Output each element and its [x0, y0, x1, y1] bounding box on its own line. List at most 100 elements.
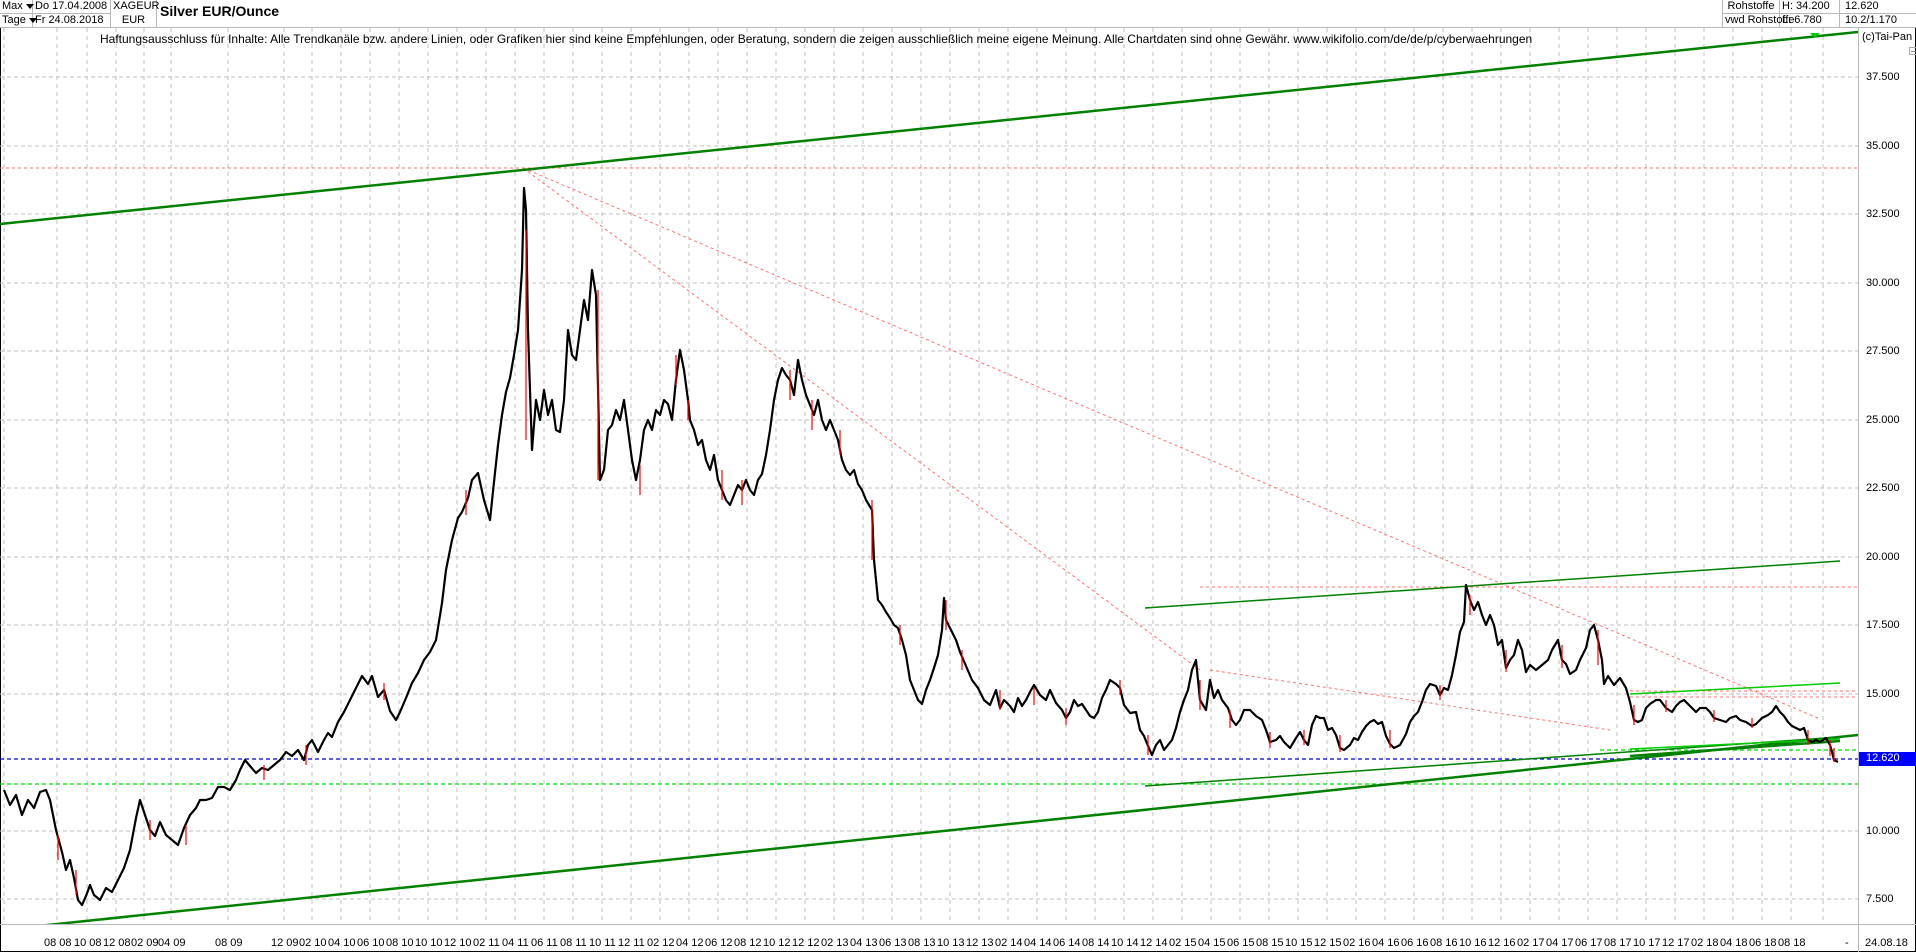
x-tick-label: 12 08: [103, 937, 131, 949]
x-tick-label: 10 08: [74, 937, 102, 949]
symbol: XAGEUR: [113, 0, 160, 12]
y-tick-label: 20.000: [1866, 551, 1900, 563]
y-tick-label: 37.500: [1866, 71, 1900, 83]
x-tick-label: 04 16: [1372, 937, 1400, 949]
x-tick-label: 08 09: [215, 937, 243, 949]
x-tick-label: 04 10: [328, 937, 356, 949]
price-chart[interactable]: [0, 28, 1858, 924]
date-from[interactable]: Do 17.04.2008: [33, 0, 110, 14]
x-tick-label: 02 16: [1343, 937, 1371, 949]
x-tick-label: 02 10: [299, 937, 327, 949]
price-series: [2, 186, 1839, 907]
source: vwd Rohstoffe: [1725, 14, 1795, 26]
category: Rohstoffe: [1723, 0, 1779, 14]
y-tick-label: 30.000: [1866, 277, 1900, 289]
y-tick-label: 35.000: [1866, 140, 1900, 152]
x-tick-label: 08 17: [1604, 937, 1632, 949]
x-tick-label: 10 11: [589, 937, 616, 949]
x-tick-label: 10 10: [415, 937, 443, 949]
x-tick-label: 12 11: [618, 937, 645, 949]
high-low-box: H: 34.200 L: 6.780: [1780, 0, 1840, 28]
x-tick-label: 02 11: [473, 937, 500, 949]
x-tick-label: 08 13: [908, 937, 936, 949]
chart-header: Max Tage Do 17.04.2008 Fr 24.08.2018 XAG…: [0, 0, 1916, 28]
range-select-value: Max: [2, 0, 23, 12]
downtrend-line-2015: [1209, 669, 1611, 731]
upper-channel-2014-line: [1144, 560, 1841, 609]
x-tick-label: 12 17: [1662, 937, 1690, 949]
x-tick-label: 04 14: [1024, 937, 1052, 949]
chart-title: Silver EUR/Ounce: [160, 3, 280, 19]
x-tick-label: 12 12: [792, 937, 820, 949]
downtrend-line-steep: [522, 167, 1201, 671]
upper-channel-line: [0, 30, 1858, 226]
x-tick-label: 02 18: [1691, 937, 1719, 949]
grid-vertical: [3, 28, 1824, 924]
downtrend-line-long: [522, 167, 1821, 720]
y-tick-label: 7.500: [1866, 893, 1894, 905]
x-tick-label: 04 09: [158, 937, 186, 949]
x-tick-label: 12 14: [1140, 937, 1168, 949]
channel-2017-bottom-line: [1629, 738, 1841, 750]
x-tick-label: 06 17: [1575, 937, 1603, 949]
x-tick-label: 08 08: [44, 937, 72, 949]
x-tick-label: 04 18: [1720, 937, 1748, 949]
y-tick-label: 17.500: [1866, 619, 1900, 631]
x-tick-label: 10 14: [1111, 937, 1139, 949]
x-tick-label: 04 15: [1198, 937, 1226, 949]
x-tick-label: 06 10: [357, 937, 385, 949]
currency: EUR: [121, 14, 146, 26]
date-range[interactable]: Do 17.04.2008 Fr 24.08.2018: [33, 0, 111, 28]
x-tick-label: 10 12: [763, 937, 791, 949]
x-tick-label: 10 15: [1285, 937, 1313, 949]
date-to[interactable]: Fr 24.08.2018: [35, 14, 104, 26]
low-value: L: 6.780: [1782, 14, 1822, 26]
x-tick-label: 02 12: [647, 937, 675, 949]
x-axis[interactable]: 08 08 10 08 12 08 02 09 04 09 08 09 12 0…: [0, 924, 1916, 952]
x-tick-label: 08 16: [1430, 937, 1458, 949]
range-select[interactable]: Max: [0, 0, 34, 14]
y-tick-label: 32.500: [1866, 208, 1900, 220]
y-tick-label: 10.000: [1866, 825, 1900, 837]
x-tick-label: 12 13: [966, 937, 994, 949]
x-tick-label: 04 11: [502, 937, 529, 949]
last-value: 12.620: [1840, 0, 1916, 14]
grid-horizontal: [0, 76, 1858, 900]
x-tick-label: 04 12: [676, 937, 704, 949]
x-tick-label: 08 14: [1082, 937, 1110, 949]
x-tick-label: 02 15: [1169, 937, 1197, 949]
chevron-down-icon: [25, 3, 34, 9]
x-tick-label: 12 16: [1488, 937, 1516, 949]
x-tick-label: 02 09: [131, 937, 159, 949]
x-tick-label: 04 17: [1546, 937, 1574, 949]
x-tick-label: 08 15: [1256, 937, 1284, 949]
x-axis-dash: -: [1845, 937, 1849, 949]
interval-select-value: Tage: [2, 14, 26, 26]
interval-select[interactable]: Tage: [0, 14, 37, 28]
collapse-icon[interactable]: [1909, 47, 1916, 55]
symbol-box: XAGEUR EUR: [111, 0, 160, 28]
y-tick-label: 27.500: [1866, 345, 1900, 357]
high-value: H: 34.200: [1780, 0, 1839, 14]
x-tick-label: 08 12: [734, 937, 762, 949]
x-axis-end-date: 24.08.18: [1858, 925, 1908, 952]
x-tick-label: 10 17: [1633, 937, 1661, 949]
y-tick-label: 22.500: [1866, 482, 1900, 494]
x-tick-label: 06 13: [879, 937, 907, 949]
marker-triangle-icon: [1810, 33, 1820, 38]
current-price-badge: 12.620: [1859, 752, 1916, 766]
x-tick-label: 10 16: [1459, 937, 1487, 949]
down-candles: [57, 230, 1835, 895]
copyright-label: (c)Tai-Pan: [1862, 31, 1913, 43]
x-tick-label: 10 13: [937, 937, 965, 949]
x-tick-label: 12 10: [444, 937, 472, 949]
last-box: 12.620 10.2/1.170: [1840, 0, 1916, 28]
x-tick-label: 08 10: [386, 937, 414, 949]
x-tick-label: 08 11: [560, 937, 587, 949]
y-tick-label: 25.000: [1866, 414, 1900, 426]
x-tick-label: 02 14: [995, 937, 1023, 949]
source-box: Rohstoffe vwd Rohstoffe: [1722, 0, 1795, 28]
channel-2017-top-line: [1629, 682, 1841, 695]
x-tick-label: 08 18: [1778, 937, 1806, 949]
y-tick-label: 15.000: [1866, 688, 1900, 700]
